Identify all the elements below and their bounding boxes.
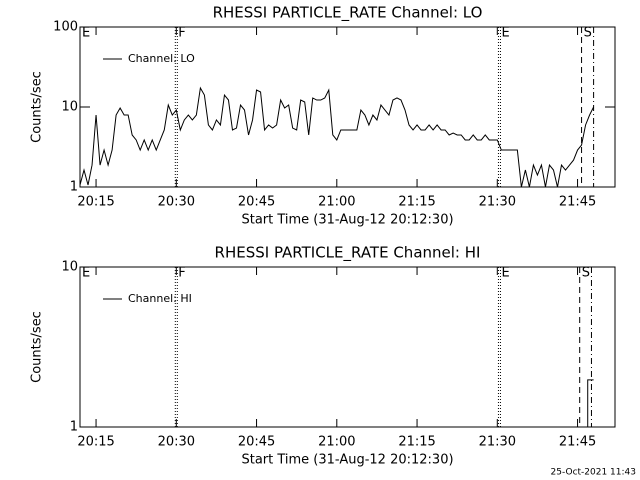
x-tick-label: 20:30 — [158, 195, 195, 210]
chart-title: RHESSI PARTICLE_RATE Channel: LO — [213, 4, 483, 23]
x-tick-label: 21:30 — [479, 195, 516, 210]
x-tick-label: 20:15 — [77, 435, 114, 450]
data-line — [581, 379, 594, 427]
x-tick-label: 21:45 — [559, 435, 596, 450]
flag-label: E — [82, 266, 90, 281]
data-line — [80, 86, 595, 187]
x-tick-label: 21:00 — [318, 195, 355, 210]
x-tick-label: 21:15 — [398, 195, 435, 210]
x-tick-label: 20:30 — [158, 435, 195, 450]
flag-label: F — [178, 26, 185, 41]
y-axis-label: Counts/sec — [30, 71, 45, 143]
chart-title: RHESSI PARTICLE_RATE Channel: HI — [215, 244, 481, 263]
y-tick-label: 1 — [70, 420, 78, 435]
x-tick-label: 21:45 — [559, 195, 596, 210]
legend-label: Channel: HI — [128, 292, 192, 305]
y-tick-label: 1 — [70, 180, 78, 195]
flag-label: E — [501, 26, 509, 41]
legend-label: Channel: LO — [128, 52, 195, 65]
flag-label: E — [82, 26, 90, 41]
y-tick-label: 10 — [61, 260, 78, 275]
plot-frame — [79, 26, 616, 188]
footer: 25-Oct-2021 11:43 — [551, 468, 636, 478]
y-tick-label: 100 — [53, 20, 78, 35]
x-tick-label: 20:45 — [238, 435, 275, 450]
y-tick-label: 10 — [61, 100, 78, 115]
x-tick-label: 21:00 — [318, 435, 355, 450]
flag-label: S — [584, 26, 592, 41]
flag-label: E — [501, 266, 509, 281]
plot-frame — [79, 266, 616, 428]
x-tick-label: 21:30 — [479, 435, 516, 450]
x-axis-label: Start Time (31-Aug-12 20:12:30) — [241, 213, 453, 228]
flag-label: F — [178, 266, 185, 281]
x-tick-label: 20:45 — [238, 195, 275, 210]
flag-label: S — [582, 266, 590, 281]
y-axis-label: Counts/sec — [30, 311, 45, 383]
x-tick-label: 20:15 — [77, 195, 114, 210]
x-tick-label: 21:15 — [398, 435, 435, 450]
x-axis-label: Start Time (31-Aug-12 20:12:30) — [241, 453, 453, 468]
